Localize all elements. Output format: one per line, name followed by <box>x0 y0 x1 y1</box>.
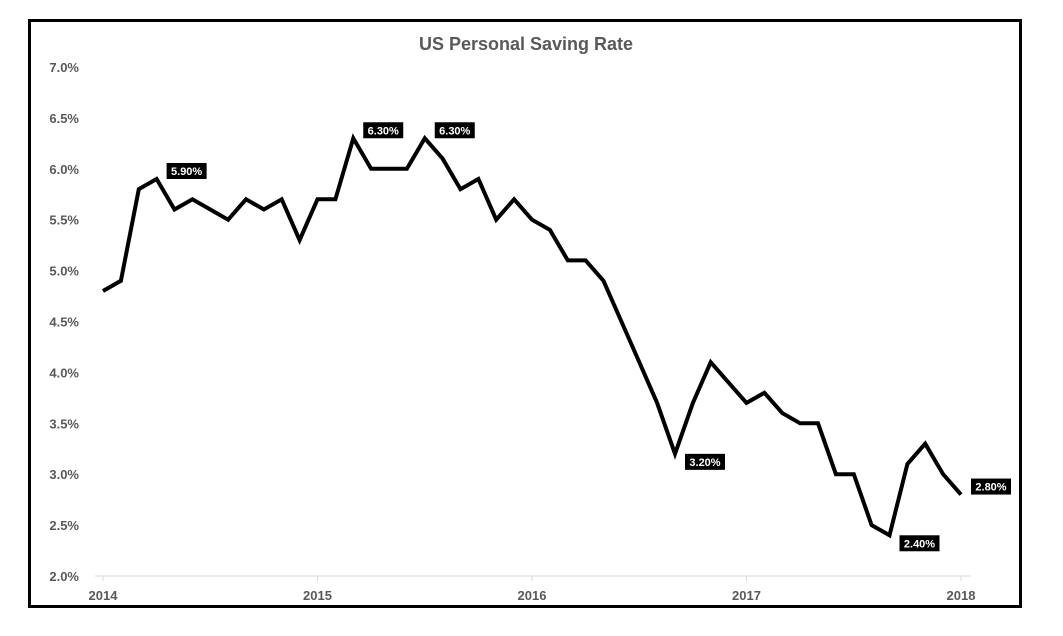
data-label: 6.30% <box>363 122 404 139</box>
data-label: 2.40% <box>899 535 940 552</box>
y-tick-label: 4.0% <box>49 365 79 380</box>
data-label: 6.30% <box>434 122 475 139</box>
x-tick-label: 2017 <box>732 588 761 603</box>
data-label: 5.90% <box>166 162 207 179</box>
data-label-text: 5.90% <box>171 166 202 178</box>
x-tick-label: 2015 <box>303 588 332 603</box>
series-line-saving-rate <box>102 133 963 539</box>
data-label-text: 2.40% <box>904 538 935 550</box>
data-label-text: 6.30% <box>368 125 399 137</box>
data-label-text: 2.80% <box>975 482 1006 494</box>
chart-title: US Personal Saving Rate <box>419 34 633 54</box>
y-tick-label: 6.0% <box>49 162 79 177</box>
x-tick-label: 2016 <box>518 588 547 603</box>
y-tick-label: 7.0% <box>49 60 79 75</box>
chart-frame <box>28 19 1022 608</box>
data-label-box <box>363 122 404 139</box>
data-label-box <box>971 478 1011 495</box>
x-tick-label: 2018 <box>947 588 976 603</box>
y-tick-label: 4.5% <box>49 315 79 330</box>
data-label: 3.20% <box>685 453 725 470</box>
data-label-text: 3.20% <box>689 457 720 469</box>
data-label-box <box>434 122 475 139</box>
y-tick-label: 3.5% <box>49 416 79 431</box>
y-tick-label: 5.0% <box>49 264 79 279</box>
x-tick-label: 2014 <box>89 588 119 603</box>
data-label: 2.80% <box>971 478 1011 495</box>
y-tick-label: 5.5% <box>49 213 79 228</box>
data-label-text: 6.30% <box>439 125 470 137</box>
y-tick-label: 3.0% <box>49 467 79 482</box>
y-tick-label: 2.5% <box>49 518 79 533</box>
y-tick-label: 2.0% <box>49 569 79 584</box>
data-label-box <box>166 162 207 179</box>
y-tick-label: 6.5% <box>49 111 79 126</box>
data-label-box <box>899 535 940 552</box>
data-label-box <box>685 453 725 470</box>
